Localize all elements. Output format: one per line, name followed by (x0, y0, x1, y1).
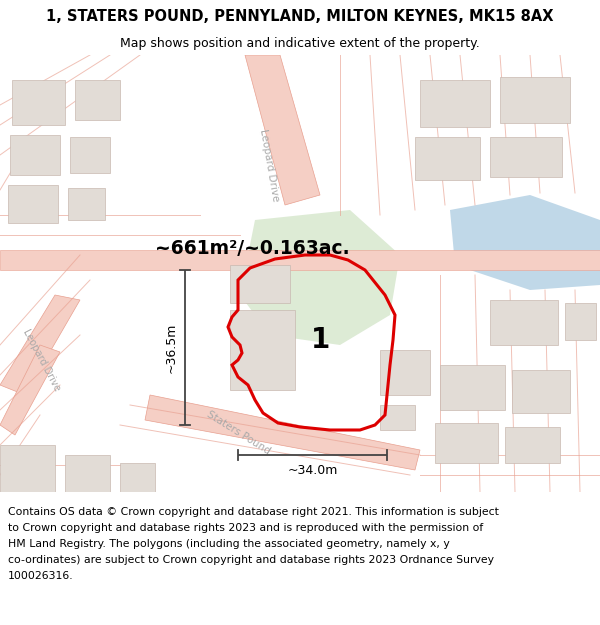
Polygon shape (435, 423, 498, 463)
Polygon shape (380, 350, 430, 395)
Polygon shape (10, 135, 60, 175)
Polygon shape (68, 188, 105, 220)
Polygon shape (230, 310, 295, 390)
Polygon shape (500, 77, 570, 123)
Text: Leopard Drive: Leopard Drive (258, 128, 280, 202)
Polygon shape (120, 463, 155, 492)
Polygon shape (230, 265, 290, 303)
Polygon shape (70, 137, 110, 173)
Polygon shape (0, 295, 80, 395)
Polygon shape (0, 445, 55, 492)
Polygon shape (145, 395, 420, 470)
Text: 100026316.: 100026316. (8, 571, 74, 581)
Text: co-ordinates) are subject to Crown copyright and database rights 2023 Ordnance S: co-ordinates) are subject to Crown copyr… (8, 555, 494, 565)
Polygon shape (0, 345, 60, 435)
Text: Contains OS data © Crown copyright and database right 2021. This information is : Contains OS data © Crown copyright and d… (8, 507, 499, 517)
Text: ~36.5m: ~36.5m (164, 322, 178, 372)
Text: HM Land Registry. The polygons (including the associated geometry, namely x, y: HM Land Registry. The polygons (includin… (8, 539, 450, 549)
Text: 1: 1 (310, 326, 329, 354)
Text: Map shows position and indicative extent of the property.: Map shows position and indicative extent… (120, 38, 480, 51)
Polygon shape (0, 250, 600, 270)
Polygon shape (245, 55, 320, 205)
Text: ~661m²/~0.163ac.: ~661m²/~0.163ac. (155, 239, 350, 258)
Polygon shape (512, 370, 570, 413)
Polygon shape (12, 80, 65, 125)
Text: 1, STATERS POUND, PENNYLAND, MILTON KEYNES, MK15 8AX: 1, STATERS POUND, PENNYLAND, MILTON KEYN… (46, 9, 554, 24)
Polygon shape (450, 195, 600, 290)
Polygon shape (505, 427, 560, 463)
Polygon shape (420, 80, 490, 127)
Polygon shape (415, 137, 480, 180)
Polygon shape (65, 455, 110, 492)
Polygon shape (490, 300, 558, 345)
Text: Leopard Drive: Leopard Drive (22, 328, 62, 392)
Polygon shape (75, 80, 120, 120)
Text: ~34.0m: ~34.0m (287, 464, 338, 478)
Polygon shape (440, 365, 505, 410)
Polygon shape (565, 303, 596, 340)
Text: to Crown copyright and database rights 2023 and is reproduced with the permissio: to Crown copyright and database rights 2… (8, 523, 483, 533)
Polygon shape (490, 137, 562, 177)
Polygon shape (8, 185, 58, 223)
Polygon shape (380, 405, 415, 430)
Polygon shape (240, 210, 400, 345)
Text: Staters Pound: Staters Pound (205, 409, 272, 456)
